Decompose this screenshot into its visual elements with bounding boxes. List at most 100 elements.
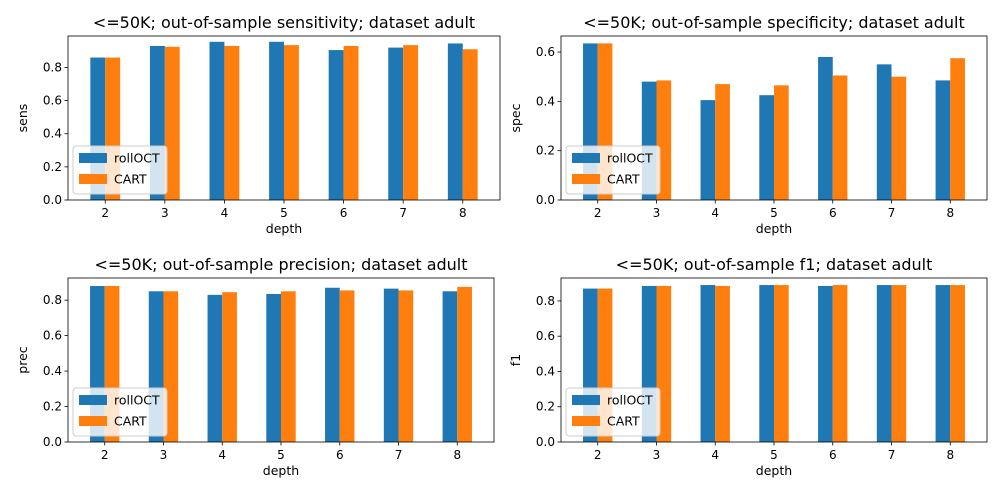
chart-title: <=50K; out-of-sample precision; dataset … xyxy=(94,255,467,274)
bar-CART-8 xyxy=(457,286,472,442)
x-tick-label: 2 xyxy=(101,448,109,462)
chart-title: <=50K; out-of-sample sensitivity; datase… xyxy=(93,13,475,32)
bar-CART-4 xyxy=(222,292,237,442)
chart-title: <=50K; out-of-sample specificity; datase… xyxy=(583,13,965,32)
bar-CART-8 xyxy=(950,58,965,200)
chart-panel-1: <=50K; out-of-sample sensitivity; datase… xyxy=(15,13,501,236)
legend: rollOCT CART xyxy=(72,387,168,437)
bar-CART-5 xyxy=(774,285,789,442)
chart-title: <=50K; out-of-sample f1; dataset adult xyxy=(616,255,933,274)
bar-rollOCT-5 xyxy=(266,293,281,442)
x-tick-label: 3 xyxy=(653,206,661,220)
x-tick-label: 4 xyxy=(711,206,719,220)
y-tick-label: 0.6 xyxy=(43,329,62,343)
x-tick-label: 7 xyxy=(399,206,407,220)
x-tick-label: 5 xyxy=(770,448,778,462)
bar-CART-4 xyxy=(715,285,730,442)
bar-CART-7 xyxy=(891,76,907,200)
y-tick-label: 0.0 xyxy=(43,435,62,449)
x-tick-label: 6 xyxy=(340,206,348,220)
legend-label: CART xyxy=(607,414,640,429)
x-tick-label: 8 xyxy=(459,206,467,220)
x-tick-label: 7 xyxy=(888,448,896,462)
bar-rollOCT-4 xyxy=(207,294,223,442)
bar-CART-6 xyxy=(339,290,355,442)
x-tick-label: 8 xyxy=(946,206,954,220)
x-tick-label: 6 xyxy=(829,206,837,220)
bar-rollOCT-5 xyxy=(269,41,284,201)
x-axis-label: depth xyxy=(756,221,792,236)
legend-swatch-rollOCT xyxy=(572,153,600,163)
legend: rollOCT CART xyxy=(565,387,661,437)
legend-swatch-rollOCT xyxy=(79,153,107,163)
bar-rollOCT-4 xyxy=(209,41,225,201)
bar-CART-4 xyxy=(224,45,240,200)
y-tick-label: 0.4 xyxy=(536,364,555,378)
x-tick-label: 4 xyxy=(221,206,229,220)
x-tick-label: 5 xyxy=(280,206,288,220)
bar-CART-3 xyxy=(164,46,180,201)
legend-swatch-CART xyxy=(79,416,107,426)
y-axis-label: sens xyxy=(15,104,30,133)
y-tick-label: 0.4 xyxy=(536,94,555,108)
bar-rollOCT-6 xyxy=(818,56,833,201)
bar-CART-8 xyxy=(462,49,478,200)
x-tick-label: 3 xyxy=(160,448,168,462)
legend-label: CART xyxy=(114,172,147,187)
x-tick-label: 2 xyxy=(594,448,602,462)
y-tick-label: 0.2 xyxy=(536,400,555,414)
bar-rollOCT-6 xyxy=(818,285,833,442)
bar-CART-5 xyxy=(774,85,789,200)
legend-label: CART xyxy=(114,414,147,429)
y-axis-label: f1 xyxy=(508,354,523,366)
y-tick-label: 0.8 xyxy=(43,293,62,307)
y-tick-label: 0.2 xyxy=(536,144,555,158)
bar-CART-5 xyxy=(281,291,296,442)
bar-rollOCT-5 xyxy=(759,95,774,200)
bar-rollOCT-5 xyxy=(759,285,774,442)
x-tick-label: 5 xyxy=(770,206,778,220)
bar-rollOCT-4 xyxy=(700,285,716,442)
legend-swatch-rollOCT xyxy=(572,395,600,405)
x-tick-label: 5 xyxy=(277,448,285,462)
bar-rollOCT-6 xyxy=(328,50,344,200)
x-tick-label: 4 xyxy=(218,448,226,462)
y-tick-label: 0.8 xyxy=(43,60,62,74)
bar-rollOCT-4 xyxy=(700,100,716,200)
x-tick-label: 7 xyxy=(395,448,403,462)
y-tick-label: 0.6 xyxy=(43,94,62,108)
bar-CART-7 xyxy=(398,290,414,442)
bar-rollOCT-7 xyxy=(383,288,399,442)
y-axis-label: prec xyxy=(15,346,30,373)
legend-label: rollOCT xyxy=(607,151,653,166)
y-tick-label: 0.0 xyxy=(536,435,555,449)
x-tick-label: 2 xyxy=(594,206,602,220)
x-tick-label: 8 xyxy=(453,448,461,462)
y-axis-label: spec xyxy=(508,103,523,132)
chart-panel-4: <=50K; out-of-sample f1; dataset adult 2 3… xyxy=(508,255,988,478)
y-tick-label: 0.4 xyxy=(43,364,62,378)
y-tick-label: 0.4 xyxy=(43,127,62,141)
x-tick-label: 4 xyxy=(711,448,719,462)
bar-rollOCT-8 xyxy=(935,285,951,442)
legend-swatch-CART xyxy=(572,174,600,184)
legend-swatch-CART xyxy=(79,174,107,184)
bar-CART-8 xyxy=(950,285,965,442)
y-tick-label: 0.2 xyxy=(43,400,62,414)
legend: rollOCT CART xyxy=(72,145,168,195)
bar-rollOCT-8 xyxy=(442,291,458,442)
bar-rollOCT-8 xyxy=(935,80,951,200)
bar-rollOCT-7 xyxy=(876,285,892,442)
bar-rollOCT-8 xyxy=(447,43,463,200)
x-tick-label: 6 xyxy=(829,448,837,462)
bar-CART-6 xyxy=(343,45,359,200)
bar-CART-7 xyxy=(891,285,907,442)
legend-label: rollOCT xyxy=(114,151,160,166)
legend: rollOCT CART xyxy=(565,145,661,195)
x-tick-label: 2 xyxy=(101,206,109,220)
y-tick-label: 0.0 xyxy=(536,193,555,207)
bar-rollOCT-7 xyxy=(388,47,404,200)
bar-CART-4 xyxy=(715,84,730,200)
y-tick-label: 0.6 xyxy=(536,45,555,59)
